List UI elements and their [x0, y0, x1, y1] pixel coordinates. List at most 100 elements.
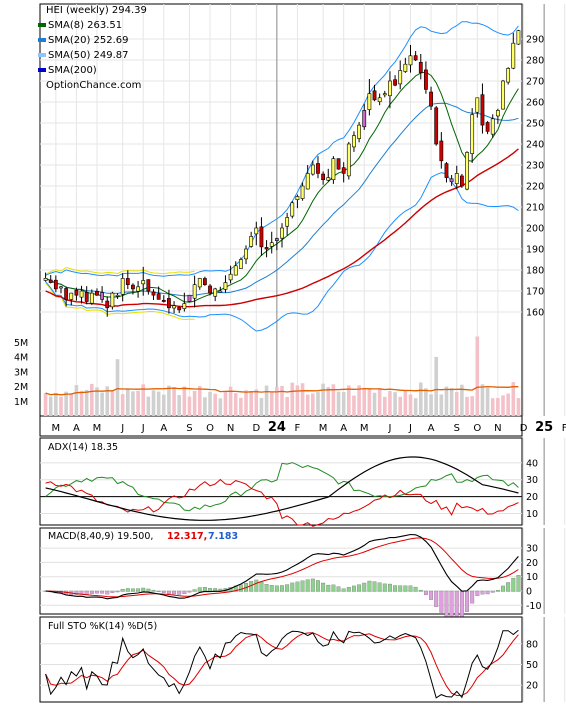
volume-bar — [90, 383, 94, 416]
candle-body — [465, 152, 469, 190]
legend-entry: SMA(200) — [48, 65, 97, 76]
volume-bar — [228, 386, 233, 416]
x-tick-label: O — [473, 423, 481, 434]
candle-body — [388, 80, 392, 97]
volume-bar — [439, 394, 444, 416]
candle-body — [218, 290, 223, 293]
macd-histogram-bar — [485, 590, 490, 595]
macd-histogram-bar — [418, 589, 423, 592]
adx-line — [45, 456, 519, 521]
candle-body — [444, 163, 449, 178]
candle-body — [59, 286, 63, 289]
candle-body — [346, 143, 351, 177]
macd-histogram-bar — [511, 578, 516, 592]
candle-body — [357, 124, 361, 139]
macd-histogram-bar — [454, 590, 459, 618]
volume-bar — [382, 396, 387, 416]
macd-signal-line — [45, 537, 519, 598]
volume-tick-label: 2M — [14, 382, 28, 393]
candle-body — [48, 279, 53, 283]
volume-bar — [167, 385, 171, 416]
macd-value-3: 7.183 — [208, 531, 238, 542]
price-tick-label: 210 — [526, 203, 544, 214]
x-tick-label: S — [186, 423, 192, 434]
price-tick-label: 160 — [526, 308, 544, 319]
volume-bar — [285, 396, 289, 416]
candle-body — [136, 286, 140, 292]
volume-bar — [156, 391, 161, 416]
x-tick-label: S — [454, 423, 460, 434]
indicator-tick-label: 30 — [526, 544, 538, 555]
x-tick-label: A — [160, 423, 167, 434]
x-tick-label: J — [141, 423, 145, 434]
candle-body — [105, 300, 110, 309]
volume-bar — [496, 398, 500, 416]
macd-histogram-bar — [449, 590, 454, 620]
sto-k-line — [45, 629, 519, 699]
macd-histogram-bar — [100, 590, 105, 594]
channel-lower-line — [45, 282, 195, 321]
volume-bar — [161, 394, 166, 416]
candle-body — [454, 173, 459, 184]
candle-body — [393, 79, 397, 86]
macd-histogram-bar — [362, 582, 367, 592]
price-tick-label: 280 — [526, 56, 544, 67]
candle-body — [110, 292, 115, 308]
volume-bar — [465, 396, 469, 416]
minus-di-line — [45, 478, 519, 527]
volume-bar — [295, 385, 300, 416]
volume-bar — [341, 392, 346, 416]
indicator-tick-label: 10 — [526, 509, 538, 520]
macd-histogram-bar — [331, 584, 336, 592]
candle-body — [470, 114, 475, 154]
volume-bar — [352, 395, 356, 416]
candle-body — [197, 278, 202, 288]
macd-histogram-bar — [393, 585, 398, 592]
volume-bar — [177, 395, 182, 416]
volume-tick-label: 5M — [14, 338, 28, 349]
legend-entry: HEI (weekly) 294.39 — [46, 5, 147, 16]
macd-histogram-bar — [146, 588, 151, 592]
macd-histogram-bar — [459, 590, 464, 618]
volume-bar — [449, 388, 454, 416]
volume-bar — [203, 397, 207, 416]
indicator-tick-label: 0 — [526, 587, 532, 598]
volume-bar — [511, 382, 516, 416]
volume-bar — [254, 389, 259, 416]
volume-bar — [460, 384, 464, 416]
candle-body — [367, 93, 372, 110]
macd-histogram-bar — [161, 590, 166, 593]
macd-histogram-bar — [367, 580, 372, 592]
candle-body — [274, 238, 279, 241]
macd-histogram-bar — [259, 581, 264, 592]
candle-body — [269, 242, 274, 247]
volume-bar — [264, 385, 269, 416]
macd-histogram-bar — [423, 590, 428, 596]
volume-bar — [48, 396, 53, 416]
legend-swatch — [38, 23, 46, 27]
macd-histogram-bar — [280, 585, 284, 592]
volume-bar — [290, 382, 295, 416]
bollinger-upper-line — [45, 21, 519, 277]
candle-body — [95, 291, 99, 296]
volume-bar — [64, 391, 68, 416]
macd-histogram-bar — [341, 588, 346, 592]
macd-histogram-bar — [475, 590, 480, 596]
legend-swatch — [38, 38, 46, 42]
volume-bar — [316, 392, 320, 416]
candle-body — [233, 265, 238, 276]
macd-histogram-bar — [125, 588, 130, 592]
candle-body — [321, 173, 326, 180]
candle-body — [146, 279, 151, 292]
macd-histogram-bar — [120, 588, 125, 592]
adx-panel: 10 20 30 40 — [39, 437, 538, 527]
volume-bar — [490, 398, 495, 416]
price-tick-label: 260 — [526, 98, 544, 109]
volume-bar — [424, 388, 428, 416]
sto-panel: 20 50 80 — [39, 616, 538, 703]
candle-body — [475, 97, 480, 113]
indicator-tick-label: 40 — [526, 458, 538, 469]
volume-bar — [213, 393, 217, 416]
macd-histogram-bar — [182, 590, 187, 594]
x-tick-label: N — [494, 423, 501, 434]
